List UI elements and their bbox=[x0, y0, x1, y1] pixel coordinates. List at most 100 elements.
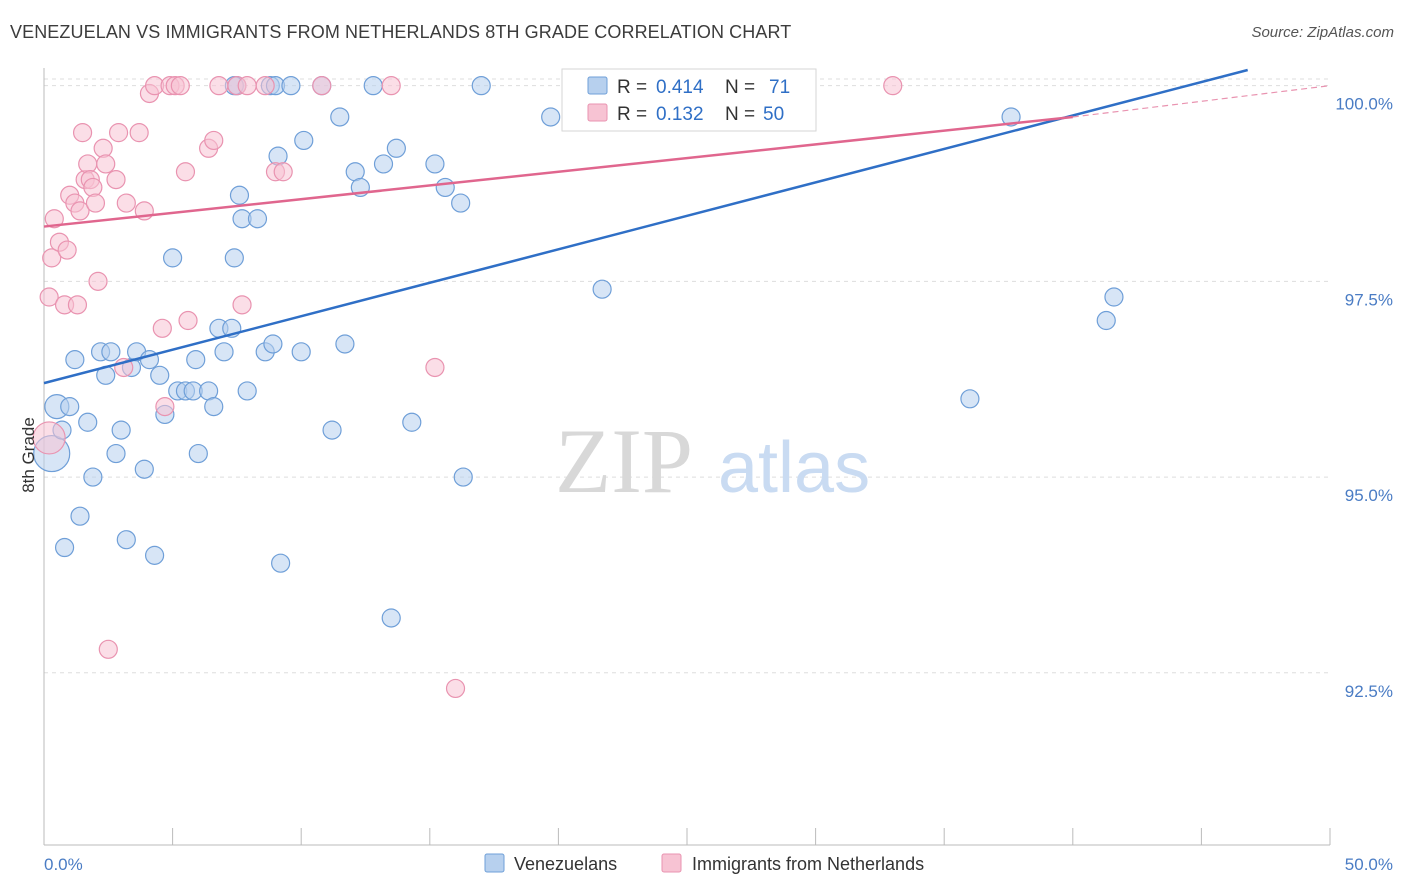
netherlands-point bbox=[57, 240, 77, 260]
venezuelans-point bbox=[541, 107, 561, 127]
netherlands-point bbox=[155, 397, 175, 417]
venezuelans-point bbox=[435, 177, 455, 198]
legend-netherlands-label: Immigrants from Netherlands bbox=[692, 854, 924, 874]
netherlands-point bbox=[209, 76, 229, 96]
venezuelans-point bbox=[386, 138, 406, 158]
venezuelans-point bbox=[144, 545, 165, 565]
netherlands-point bbox=[232, 295, 252, 315]
chart-source: Source: ZipAtlas.com bbox=[1251, 24, 1394, 41]
netherlands-point bbox=[108, 123, 129, 143]
netherlands-point bbox=[445, 678, 466, 699]
y-tick-label: 95.0% bbox=[1345, 486, 1393, 505]
venezuelans-point bbox=[1096, 310, 1116, 331]
netherlands-point bbox=[883, 76, 903, 96]
netherlands-point bbox=[116, 193, 136, 213]
venezuelans-point bbox=[960, 389, 980, 409]
legend-blue-swatch bbox=[587, 76, 608, 95]
netherlands-point bbox=[93, 138, 113, 158]
legend-venezuelans-label: Venezuelans bbox=[514, 854, 617, 874]
venezuelans-point bbox=[373, 154, 394, 174]
netherlands-point bbox=[237, 76, 257, 96]
legend-r-label-2: R = bbox=[617, 104, 647, 125]
netherlands-point bbox=[96, 154, 116, 174]
venezuelans-point bbox=[425, 154, 445, 174]
legend-r-value-1: 0.414 bbox=[656, 77, 704, 98]
venezuelans-point bbox=[247, 209, 268, 229]
netherlands-point bbox=[204, 130, 224, 151]
netherlands-point bbox=[67, 295, 88, 315]
watermark-atlas: atlas bbox=[718, 428, 870, 508]
y-tick-label: 97.5% bbox=[1345, 290, 1393, 309]
venezuelans-point bbox=[237, 381, 257, 401]
venezuelans-point bbox=[592, 279, 612, 299]
venezuelans-point bbox=[163, 248, 183, 268]
venezuelans-point bbox=[101, 342, 121, 362]
netherlands-point bbox=[425, 357, 445, 378]
venezuelans-point bbox=[229, 185, 250, 205]
netherlands-point bbox=[83, 177, 103, 198]
x-tick-label-min: 0.0% bbox=[44, 855, 83, 874]
venezuelans-point bbox=[65, 350, 85, 370]
netherlands-point bbox=[72, 123, 93, 143]
venezuelans-point bbox=[134, 459, 154, 479]
series-netherlands-points bbox=[32, 76, 903, 699]
venezuelans-point bbox=[271, 553, 291, 573]
netherlands-point bbox=[39, 287, 59, 307]
y-tick-label: 92.5% bbox=[1345, 682, 1393, 701]
venezuelans-point bbox=[381, 608, 401, 628]
venezuelans-point bbox=[330, 107, 350, 127]
netherlands-trend-line bbox=[43, 115, 1073, 228]
netherlands-point bbox=[170, 76, 190, 96]
venezuelans-point bbox=[204, 397, 224, 417]
venezuelans-point bbox=[294, 130, 314, 151]
legend-n-value-2: 50 bbox=[763, 104, 784, 125]
venezuelans-point bbox=[214, 342, 234, 362]
venezuelans-point bbox=[453, 467, 473, 487]
legend-pink-swatch bbox=[587, 103, 608, 122]
venezuelans-trend-line bbox=[43, 68, 1249, 385]
netherlands-point bbox=[273, 162, 293, 182]
netherlands-point bbox=[32, 421, 66, 455]
venezuelans-point bbox=[106, 443, 126, 464]
netherlands-point bbox=[70, 201, 90, 221]
netherlands-point bbox=[44, 209, 64, 229]
venezuelans-point bbox=[451, 193, 471, 213]
venezuelans-point bbox=[116, 530, 136, 550]
netherlands-trend-extension bbox=[1072, 85, 1331, 118]
venezuelans-point bbox=[291, 342, 311, 362]
netherlands-point bbox=[255, 76, 275, 96]
y-tick-labels: 100.0% 97.5% 95.0% 92.5% bbox=[1335, 95, 1393, 701]
venezuelans-point bbox=[188, 443, 208, 464]
venezuelans-point bbox=[186, 350, 206, 370]
x-tick-labels: 0.0% 50.0% bbox=[44, 855, 1393, 874]
netherlands-point bbox=[152, 318, 172, 338]
y-axis-label: 8th Grade bbox=[19, 417, 38, 493]
venezuelans-point bbox=[335, 334, 355, 354]
venezuelans-point bbox=[471, 76, 491, 96]
netherlands-point bbox=[88, 271, 108, 291]
netherlands-point bbox=[42, 248, 62, 268]
watermark-zip: ZIP bbox=[555, 410, 693, 512]
venezuelans-point bbox=[263, 334, 283, 354]
venezuelans-point bbox=[54, 537, 75, 558]
venezuelans-point bbox=[363, 76, 383, 96]
venezuelans-point bbox=[281, 76, 301, 96]
netherlands-point bbox=[178, 310, 198, 331]
venezuelans-point bbox=[322, 420, 342, 440]
netherlands-point bbox=[78, 154, 98, 174]
venezuelans-point bbox=[1104, 287, 1124, 307]
netherlands-point bbox=[312, 76, 332, 96]
x-tick-label-max: 50.0% bbox=[1345, 855, 1393, 874]
series-venezuelans-points bbox=[33, 76, 1124, 628]
chart-title: VENEZUELAN VS IMMIGRANTS FROM NETHERLAND… bbox=[10, 22, 792, 42]
netherlands-point bbox=[106, 169, 126, 190]
watermark: ZIP atlas bbox=[555, 410, 870, 512]
venezuelans-point bbox=[150, 365, 170, 385]
venezuelans-point bbox=[70, 506, 90, 526]
venezuelans-point bbox=[111, 420, 131, 440]
grid-lines bbox=[44, 78, 1330, 674]
legend-n-label-1: N = bbox=[725, 77, 755, 98]
venezuelans-point bbox=[402, 412, 422, 432]
trend-lines bbox=[43, 68, 1331, 385]
